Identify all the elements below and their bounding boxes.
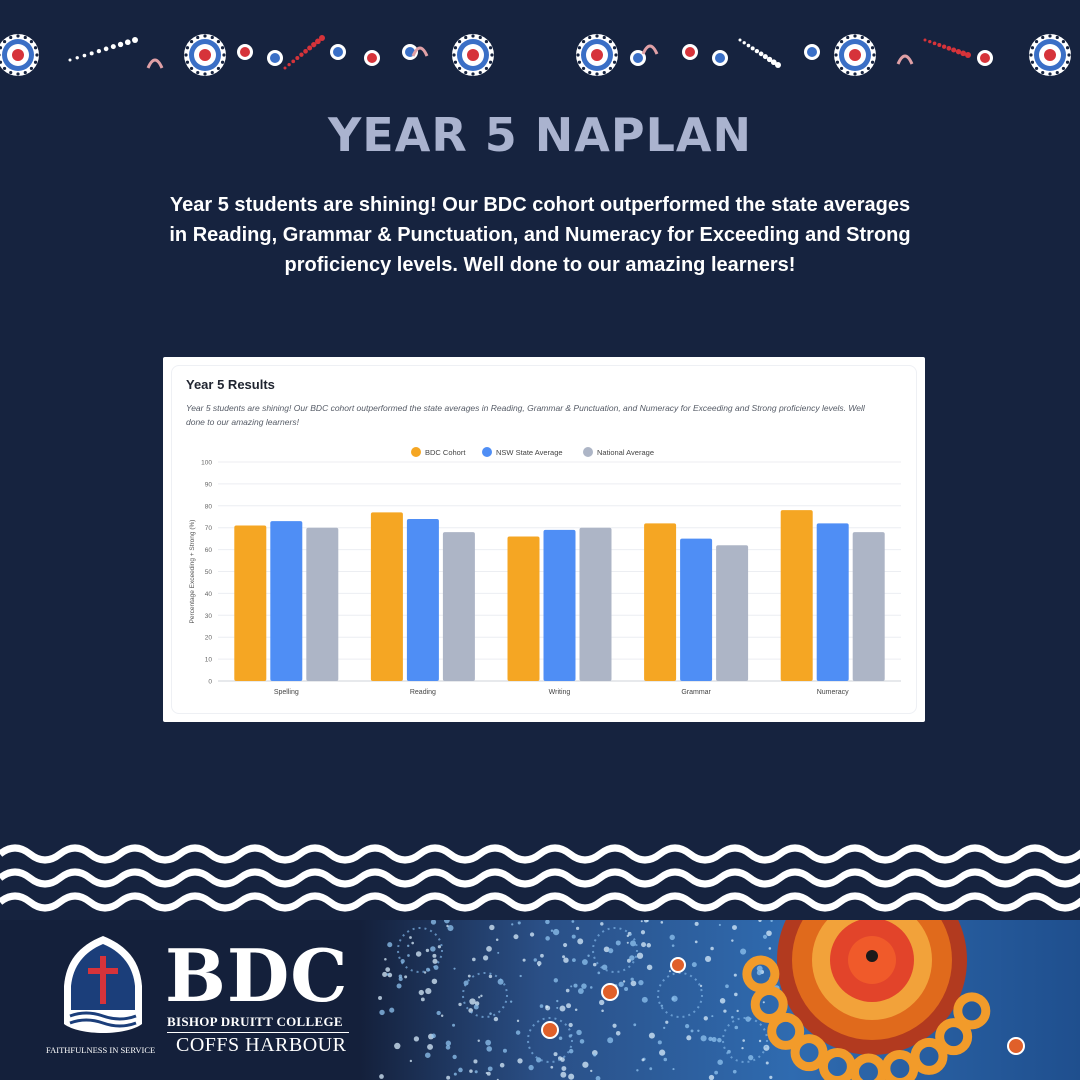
bar xyxy=(270,521,303,681)
dot-art-border xyxy=(0,34,1071,76)
legend-item: BDC Cohort xyxy=(411,447,466,457)
chart-card: Year 5 Results Year 5 students are shini… xyxy=(163,357,925,722)
bar xyxy=(406,518,439,681)
y-tick-label: 0 xyxy=(208,679,212,686)
x-tick-label: Writing xyxy=(549,689,571,696)
college-motto: FAITHFULNESS IN SERVICE xyxy=(46,1045,156,1055)
bar xyxy=(716,545,749,681)
brand-logo-text: BDC xyxy=(165,933,349,1018)
intro-text: Year 5 students are shining! Our BDC coh… xyxy=(169,194,911,276)
legend-item: National Average xyxy=(583,447,654,457)
bar xyxy=(507,536,540,681)
bar xyxy=(234,525,267,681)
x-tick-label: Spelling xyxy=(274,689,299,696)
bar xyxy=(306,527,339,681)
y-tick-label: 60 xyxy=(205,547,213,554)
x-tick-label: Numeracy xyxy=(817,689,849,696)
college-name: BISHOP DRUITT COLLEGE xyxy=(167,1014,349,1033)
y-tick-label: 80 xyxy=(205,503,213,510)
legend-label: NSW State Average xyxy=(496,448,563,457)
bar xyxy=(442,532,475,681)
bar xyxy=(579,527,612,681)
bar xyxy=(780,510,813,681)
bar-chart: BDC Cohort NSW State Average National Aver… xyxy=(189,447,901,696)
bar xyxy=(543,529,576,681)
college-location: COFFS HARBOUR xyxy=(176,1034,347,1056)
y-tick-label: 100 xyxy=(201,460,212,467)
legend-swatch xyxy=(482,447,492,457)
legend-swatch xyxy=(411,447,421,457)
wave-pattern xyxy=(0,844,1080,912)
legend-label: National Average xyxy=(597,448,654,457)
chart-title: Year 5 Results xyxy=(186,377,275,392)
crest-icon xyxy=(64,936,142,1033)
x-tick-label: Grammar xyxy=(681,689,711,696)
y-tick-label: 30 xyxy=(205,613,213,620)
page-title: YEAR 5 NAPLAN xyxy=(327,108,752,162)
y-tick-label: 10 xyxy=(205,657,213,664)
y-tick-label: 90 xyxy=(205,481,213,488)
bar xyxy=(816,523,849,681)
legend-label: BDC Cohort xyxy=(425,448,466,457)
bar xyxy=(644,523,677,681)
legend-swatch xyxy=(583,447,593,457)
bar xyxy=(852,532,885,681)
x-tick-label: Reading xyxy=(410,689,436,696)
bar xyxy=(370,512,403,681)
y-tick-label: 50 xyxy=(205,569,213,576)
bar xyxy=(680,538,713,681)
y-tick-label: 70 xyxy=(205,525,213,532)
chart-description: Year 5 students are shining! Our BDC coh… xyxy=(186,403,865,427)
aboriginal-artwork xyxy=(360,920,1080,1080)
cross-icon xyxy=(88,956,118,1004)
legend-item: NSW State Average xyxy=(482,447,563,457)
y-tick-label: 20 xyxy=(205,635,213,642)
footer: BDC BISHOP DRUITT COLLEGE COFFS HARBOUR … xyxy=(0,920,1080,1080)
y-tick-label: 40 xyxy=(205,591,213,598)
chart-card-inner xyxy=(171,365,917,714)
y-axis-label: Percentage Exceeding + Strong (%) xyxy=(189,520,196,624)
